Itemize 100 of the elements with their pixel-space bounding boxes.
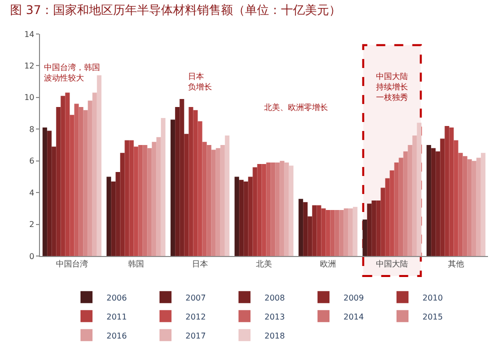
bar <box>129 140 134 256</box>
bar <box>152 142 156 256</box>
x-tick-label: 日本 <box>192 260 208 269</box>
bar <box>288 166 294 256</box>
bar <box>408 145 412 256</box>
bar <box>298 198 304 256</box>
bar <box>206 145 212 256</box>
legend-label: 2013 <box>264 312 285 322</box>
chart-title: 图 37：国家和地区历年半导体材料销售额（单位：十亿美元） <box>10 2 342 17</box>
bar <box>96 75 102 256</box>
y-tick-label: 10 <box>24 93 34 102</box>
bar <box>198 121 202 256</box>
bar <box>431 148 436 256</box>
bar <box>220 145 225 256</box>
bar <box>348 208 353 256</box>
x-tick-label: 欧洲 <box>320 260 336 269</box>
bar <box>467 159 472 256</box>
legend-label: 2017 <box>186 331 206 340</box>
bar <box>440 138 445 256</box>
bar <box>83 110 88 256</box>
bar <box>444 126 450 256</box>
bar <box>138 145 143 256</box>
bar <box>416 122 422 256</box>
bar <box>334 210 340 256</box>
annotation: 中国大陆持续增长一枝独秀 <box>376 72 408 102</box>
bar <box>316 205 322 256</box>
annotation: 中国台湾，韩国波动性较大 <box>44 63 100 82</box>
bar <box>147 148 152 256</box>
bar <box>284 162 289 256</box>
bar <box>449 128 454 256</box>
bar <box>266 162 271 256</box>
bar <box>248 176 253 256</box>
bar <box>385 178 390 256</box>
bar <box>403 151 408 256</box>
bar <box>224 135 230 256</box>
bar <box>454 140 458 256</box>
bar <box>216 148 220 256</box>
x-tick-label: 中国大陆 <box>376 260 408 269</box>
bar <box>380 188 386 256</box>
bar <box>156 137 161 256</box>
annotation: 日本负增长 <box>188 72 212 92</box>
bar <box>458 152 463 256</box>
bar <box>480 152 486 256</box>
bar <box>326 210 330 256</box>
bar <box>88 100 92 256</box>
bar <box>312 205 317 256</box>
bar <box>234 176 240 256</box>
bar <box>211 150 216 256</box>
y-tick-label: 0 <box>29 252 34 261</box>
legend-label: 2016 <box>106 331 127 340</box>
bar <box>142 145 148 256</box>
bar <box>321 208 326 256</box>
x-tick-label: 其他 <box>448 260 464 269</box>
bar <box>188 106 194 256</box>
y-tick-label: 12 <box>24 62 34 71</box>
bar <box>436 151 440 256</box>
bar <box>275 162 280 256</box>
bar <box>472 160 476 256</box>
bar <box>352 206 358 256</box>
bar <box>252 167 258 256</box>
bar <box>239 180 244 256</box>
bar <box>52 146 56 256</box>
y-tick-label: 2 <box>29 220 34 230</box>
bar <box>394 162 399 256</box>
bar <box>303 202 308 256</box>
bar <box>244 181 248 256</box>
bar <box>376 200 381 256</box>
y-tick-label: 14 <box>24 30 34 39</box>
bar <box>111 181 116 256</box>
legend-label: 2015 <box>422 312 443 322</box>
bar <box>116 172 120 256</box>
legend-label: 2010 <box>422 293 443 302</box>
bar <box>398 158 404 256</box>
bar <box>184 134 189 256</box>
bar <box>47 130 52 256</box>
bar <box>426 145 432 256</box>
bar <box>362 220 368 256</box>
legend-label: 2006 <box>106 293 127 302</box>
bar <box>124 140 130 256</box>
bar <box>367 204 372 256</box>
bar <box>92 92 97 256</box>
y-tick-label: 4 <box>29 188 34 198</box>
bar <box>462 156 468 256</box>
bar <box>180 99 184 256</box>
legend-label: 2012 <box>186 312 206 322</box>
y-tick-label: 6 <box>29 156 34 166</box>
bar <box>78 106 84 256</box>
annotation: 北美、欧洲零增长 <box>264 103 328 112</box>
bar <box>476 158 481 256</box>
bar <box>70 114 74 256</box>
bar <box>193 110 198 256</box>
bar <box>175 106 180 256</box>
bar <box>280 160 284 256</box>
x-tick-label: 中国台湾 <box>56 260 88 269</box>
bar <box>60 96 66 256</box>
bar <box>372 200 376 256</box>
x-tick-label: 北美 <box>256 260 272 269</box>
legend-label: 2018 <box>264 331 285 340</box>
legend-label: 2009 <box>344 293 364 302</box>
bar <box>390 170 394 256</box>
